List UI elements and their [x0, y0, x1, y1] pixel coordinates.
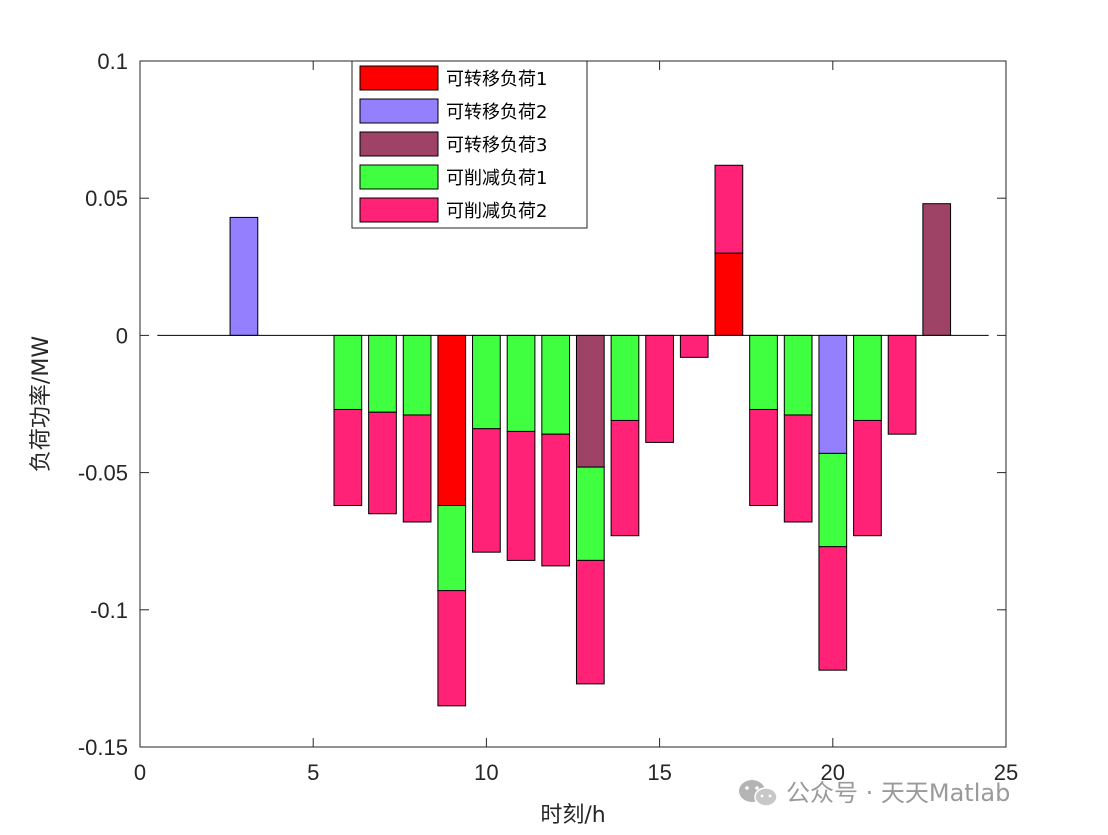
- y-tick-label: 0.05: [85, 186, 128, 211]
- bar-t9-s5: [437, 590, 467, 707]
- x-tick-label: 5: [307, 760, 319, 785]
- bar-t20-s5: [818, 546, 848, 671]
- y-tick-label: 0: [116, 323, 128, 348]
- bar-t12-s4: [541, 334, 571, 435]
- bars-group: [229, 164, 952, 707]
- bar-t7-s4: [368, 334, 397, 413]
- bar-t17-s1: [714, 252, 744, 336]
- bar-t10-s5: [472, 428, 501, 553]
- bar-t11-s4: [506, 334, 536, 432]
- x-axis-label: 时刻/h: [540, 803, 605, 828]
- x-tick-label: 15: [647, 760, 671, 785]
- legend-swatch: [359, 164, 439, 190]
- legend-swatch: [359, 197, 439, 223]
- bar-t21-s5: [853, 419, 882, 537]
- bar-t19-s4: [783, 334, 813, 416]
- bar-t22-s5: [887, 334, 917, 435]
- bar-t10-s4: [472, 334, 501, 430]
- bar-t13-s4: [575, 466, 605, 561]
- y-axis-label: 负荷功率/MW: [29, 336, 54, 472]
- bar-t16-s5: [679, 334, 709, 358]
- watermark: 公众号 · 天天Matlab: [739, 779, 1010, 807]
- legend-swatch: [359, 131, 439, 157]
- ticks-group: [139, 60, 1007, 748]
- bar-t21-s4: [853, 334, 882, 421]
- bar-t9-s4: [437, 505, 467, 592]
- bar-t20-s4: [818, 452, 848, 548]
- x-tick-label: 10: [474, 760, 498, 785]
- bar-t11-s5: [506, 430, 536, 561]
- legend-label: 可转移负荷1: [446, 69, 547, 90]
- tick-labels-group: 0 5 10 15 20 25 0.1 0.05 0 -0.05 -0.1 -0.15: [78, 49, 1018, 785]
- legend-label: 可削减负荷1: [446, 168, 547, 189]
- watermark-text: 公众号 · 天天Matlab: [786, 779, 1010, 807]
- bar-t18-s4: [749, 334, 778, 410]
- wechat-icon: [739, 780, 778, 807]
- bar-t6-s5: [333, 408, 363, 507]
- bar-t6-s4: [333, 334, 363, 410]
- bar-t20-s2: [818, 334, 848, 454]
- y-tick-label: 0.1: [97, 49, 128, 74]
- bar-t9-s1: [437, 334, 467, 507]
- legend-swatch: [359, 65, 439, 91]
- bar-t8-s4: [402, 334, 432, 416]
- legend-swatch: [359, 98, 439, 124]
- x-tick-label: 25: [994, 760, 1018, 785]
- x-tick-label: 0: [134, 760, 146, 785]
- y-tick-label: -0.15: [78, 735, 128, 760]
- legend: 可转移负荷1 可转移负荷2 可转移负荷3 可削减负荷1 可削减负荷2: [351, 60, 588, 229]
- bar-t14-s5: [610, 419, 640, 537]
- legend-label: 可削减负荷2: [446, 201, 547, 222]
- legend-label: 可转移负荷3: [446, 135, 547, 156]
- bar-t18-s5: [749, 408, 778, 507]
- y-tick-label: -0.05: [78, 461, 128, 486]
- bar-t13-s3: [575, 334, 605, 468]
- bar-t7-s5: [368, 411, 397, 515]
- bar-t14-s4: [610, 334, 640, 421]
- x-tick-label: 20: [821, 760, 845, 785]
- bar-t3-s2: [229, 216, 259, 336]
- bar-t23-s3: [922, 203, 952, 336]
- bar-t19-s5: [783, 414, 813, 523]
- y-tick-label: -0.1: [90, 598, 128, 623]
- bar-t8-s5: [402, 414, 432, 523]
- bar-t17-s5: [714, 164, 744, 254]
- legend-label: 可转移负荷2: [446, 102, 547, 123]
- bar-t13-s5: [575, 559, 605, 685]
- bar-t12-s5: [541, 433, 571, 567]
- bar-t15-s5: [645, 334, 674, 443]
